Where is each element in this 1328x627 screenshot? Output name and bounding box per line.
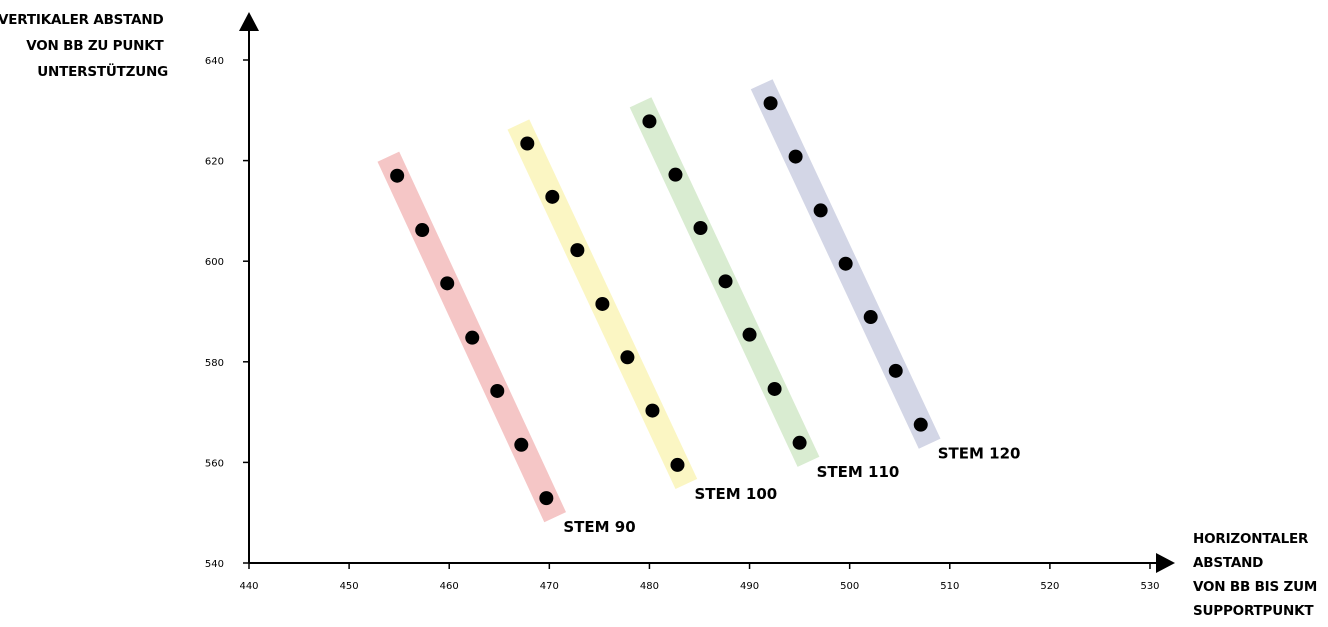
data-point bbox=[440, 276, 455, 291]
data-point bbox=[539, 491, 554, 506]
x-tick-label: 530 bbox=[1140, 581, 1159, 592]
data-points bbox=[390, 96, 928, 506]
series-bands bbox=[377, 79, 941, 523]
x-axis-arrow bbox=[1156, 553, 1175, 573]
data-point bbox=[595, 296, 610, 311]
data-point bbox=[390, 168, 405, 183]
y-axis-title-line: UNTERSTÜTZUNG bbox=[37, 62, 168, 80]
data-point bbox=[693, 221, 708, 236]
data-point bbox=[642, 114, 657, 129]
data-point bbox=[415, 223, 430, 238]
data-point bbox=[863, 310, 878, 325]
y-tick-label: 540 bbox=[205, 559, 224, 570]
data-point bbox=[792, 435, 807, 450]
y-tick-label: 560 bbox=[205, 458, 224, 469]
data-point bbox=[913, 417, 928, 432]
x-tick-label: 520 bbox=[1040, 581, 1059, 592]
x-tick-label: 440 bbox=[239, 581, 258, 592]
ticks: 440 450 460 470 480 490 500 510 520 530 540 560 580 6… bbox=[205, 56, 1160, 592]
data-point bbox=[570, 243, 585, 258]
series-labels: STEM 90 STEM 100 STEM 110 STEM 120 bbox=[563, 445, 1020, 536]
series-label: STEM 100 bbox=[694, 485, 777, 503]
data-point bbox=[718, 274, 733, 289]
data-point bbox=[742, 327, 757, 342]
series-label: STEM 90 bbox=[563, 518, 635, 536]
data-point bbox=[490, 383, 505, 398]
data-point bbox=[813, 203, 828, 218]
x-tick-label: 470 bbox=[540, 581, 559, 592]
data-point bbox=[888, 363, 903, 378]
series-label: STEM 110 bbox=[817, 463, 900, 481]
x-tick-label: 510 bbox=[940, 581, 959, 592]
series-label: STEM 120 bbox=[938, 445, 1021, 463]
x-axis-title: HORIZONTALER ABSTAND VON BB BIS ZUM SUPP… bbox=[1193, 531, 1322, 619]
data-point bbox=[763, 96, 778, 111]
axes bbox=[239, 12, 1175, 573]
y-tick-label: 580 bbox=[205, 358, 224, 369]
y-axis-title-line: VON BB ZU PUNKT bbox=[26, 38, 164, 54]
x-axis-title-line: ABSTAND bbox=[1193, 555, 1263, 571]
y-tick-label: 600 bbox=[205, 257, 224, 268]
y-tick-label: 640 bbox=[205, 56, 224, 67]
data-point bbox=[645, 403, 660, 418]
y-axis-title-line: VERTIKALER ABSTAND bbox=[0, 12, 164, 28]
x-axis-title-line: SUPPORTPUNKT bbox=[1193, 603, 1314, 619]
data-point bbox=[514, 437, 529, 452]
data-point bbox=[838, 256, 853, 271]
data-point bbox=[520, 136, 535, 151]
x-tick-label: 500 bbox=[840, 581, 859, 592]
x-tick-label: 480 bbox=[640, 581, 659, 592]
data-point bbox=[767, 381, 782, 396]
data-point bbox=[545, 189, 560, 204]
x-axis-title-line: VON BB BIS ZUM bbox=[1193, 579, 1317, 595]
x-tick-label: 460 bbox=[440, 581, 459, 592]
x-tick-label: 450 bbox=[340, 581, 359, 592]
data-point bbox=[668, 167, 683, 182]
y-axis-title: VERTIKALER ABSTAND VON BB ZU PUNKT UNTER… bbox=[0, 12, 168, 80]
data-point bbox=[788, 149, 803, 164]
data-point bbox=[670, 457, 685, 472]
y-axis-arrow bbox=[239, 12, 259, 31]
y-tick-label: 620 bbox=[205, 157, 224, 168]
x-tick-label: 490 bbox=[740, 581, 759, 592]
data-point bbox=[620, 350, 635, 365]
x-axis-title-line: HORIZONTALER bbox=[1193, 531, 1309, 547]
data-point bbox=[465, 330, 480, 345]
